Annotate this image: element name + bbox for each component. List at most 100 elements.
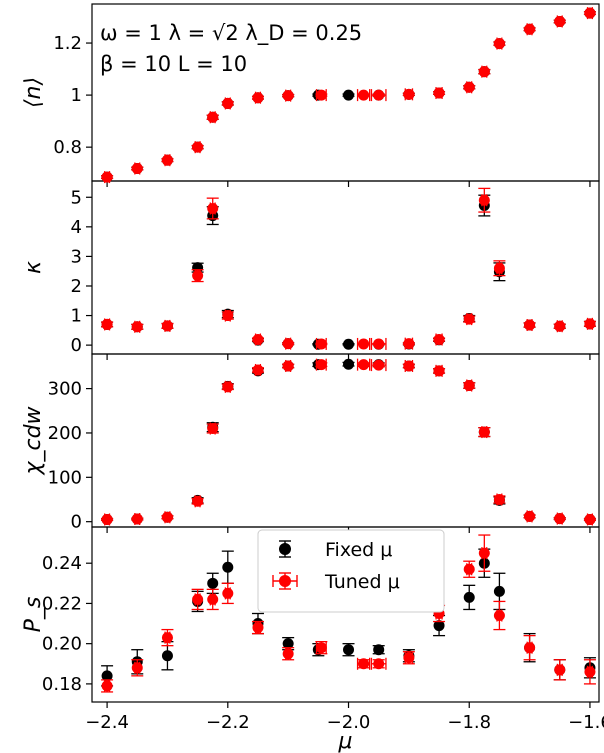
data-point: [478, 66, 490, 78]
data-point: [524, 319, 536, 331]
x-tick-label: −2.2: [206, 712, 250, 733]
marks-layer: [101, 7, 596, 693]
data-point: [192, 593, 204, 605]
data-point: [101, 318, 113, 330]
data-point: [315, 89, 327, 101]
x-tick-label: −1.8: [447, 712, 491, 733]
data-point: [554, 320, 566, 332]
data-point: [207, 423, 219, 435]
data-point: [161, 650, 173, 662]
data-point: [403, 338, 415, 350]
data-point: [192, 141, 204, 153]
data-point: [493, 38, 505, 50]
data-point: [343, 338, 355, 350]
y-tick-label: 0.22: [42, 593, 82, 614]
y-axis-label: ⟨n⟩: [21, 77, 46, 108]
data-point: [161, 320, 173, 332]
y-tick-label: 200: [48, 423, 82, 444]
y-tick-label: 4: [71, 217, 82, 238]
y-tick-label: 0.18: [42, 674, 82, 695]
legend-label-tuned: Tuned μ: [324, 571, 400, 593]
data-point: [252, 364, 264, 376]
data-point: [207, 111, 219, 123]
panel-1-series-tuned: [101, 7, 596, 184]
data-point: [373, 658, 385, 670]
data-point: [493, 262, 505, 274]
data-point: [282, 648, 294, 660]
data-point: [463, 379, 475, 391]
data-point: [252, 92, 264, 104]
data-point: [222, 97, 234, 109]
data-point: [192, 270, 204, 282]
legend-marker-tuned: [272, 572, 298, 590]
data-point: [315, 642, 327, 654]
x-tick-label: −1.6: [568, 712, 604, 733]
data-point: [403, 360, 415, 372]
data-point: [373, 644, 385, 656]
data-point: [131, 163, 143, 175]
data-point: [161, 632, 173, 644]
data-point: [222, 310, 234, 322]
y-tick-label: 1: [71, 306, 82, 327]
panel-4-series-tuned: [101, 534, 596, 693]
data-point: [161, 511, 173, 523]
panel-4-axes: 0.18 0.20 0.22 0.24 −2.4 −2.2 −2.0 −1.8 −1.6 P_s μ: [21, 526, 604, 753]
data-point: [493, 585, 505, 597]
data-point: [584, 513, 596, 525]
data-point: [584, 666, 596, 678]
panel-2-series-tuned: [101, 187, 596, 350]
data-point: [433, 87, 445, 99]
data-point: [343, 89, 355, 101]
data-point: [463, 313, 475, 325]
y-tick-label: 0: [71, 335, 82, 356]
panel-frame: [91, 526, 600, 703]
data-point: [222, 587, 234, 599]
data-point: [161, 154, 173, 166]
y-tick-label: 300: [48, 379, 82, 400]
data-point: [524, 642, 536, 654]
y-tick-label: 0.24: [42, 553, 82, 574]
data-point: [373, 359, 385, 371]
data-point: [524, 510, 536, 522]
y-tick-label: 0.8: [53, 137, 82, 158]
y-tick-label: 0: [71, 512, 82, 533]
y-axis-label: χ_cdw: [21, 405, 46, 475]
data-point: [207, 577, 219, 589]
data-point: [584, 7, 596, 19]
data-point: [282, 360, 294, 372]
data-point: [524, 23, 536, 35]
data-point: [403, 652, 415, 664]
y-axis-label: P_s: [21, 597, 46, 633]
data-point: [358, 658, 370, 670]
data-point: [403, 88, 415, 100]
data-point: [282, 338, 294, 350]
data-point: [222, 381, 234, 393]
data-point: [433, 334, 445, 346]
annotation-line-1: ω = 1 λ = √2 λ_D = 0.25: [100, 21, 362, 46]
data-point: [373, 89, 385, 101]
data-point: [478, 547, 490, 559]
data-point: [463, 81, 475, 93]
data-point: [478, 426, 490, 438]
data-point: [282, 638, 294, 650]
data-point: [478, 194, 490, 206]
data-point: [207, 593, 219, 605]
data-point: [554, 664, 566, 676]
data-point: [463, 591, 475, 603]
y-tick-label: 1.2: [53, 33, 82, 54]
y-axis-label: κ: [21, 261, 46, 274]
data-point: [282, 90, 294, 102]
data-point: [584, 318, 596, 330]
data-point: [554, 15, 566, 27]
data-point: [373, 338, 385, 350]
panel-2-series-fixed: [101, 194, 596, 350]
legend-marker-fixed: [279, 540, 291, 558]
legend-frame: [257, 529, 445, 613]
legend-label-fixed: Fixed μ: [325, 539, 392, 561]
data-point: [358, 89, 370, 101]
data-point: [315, 338, 327, 350]
data-point: [433, 365, 445, 377]
